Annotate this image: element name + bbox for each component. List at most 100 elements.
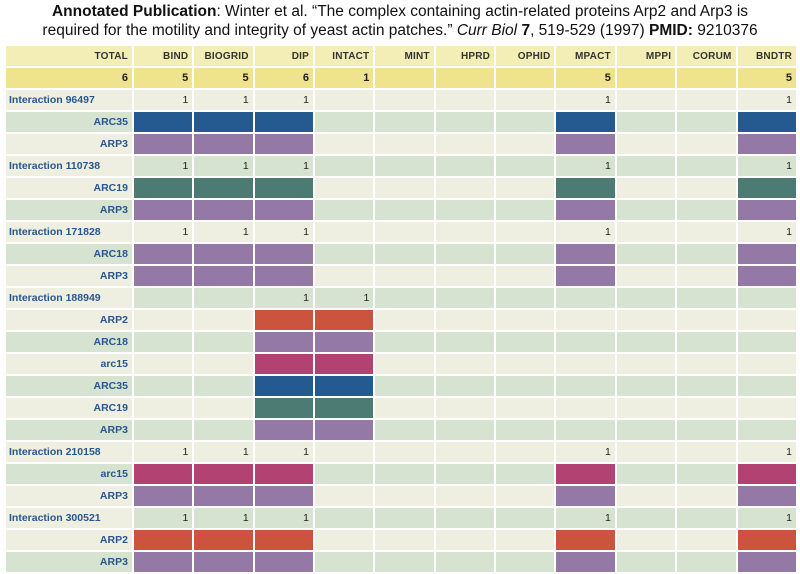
protein-link[interactable]: ARC35 <box>6 112 132 132</box>
evidence-bar-bind[interactable] <box>133 112 193 132</box>
evidence-bar-bind[interactable] <box>133 530 193 550</box>
protein-link[interactable]: arc15 <box>6 464 132 484</box>
evidence-bar-bind[interactable] <box>133 464 193 484</box>
evidence-bar-bndtr[interactable] <box>737 112 796 132</box>
evidence-bar-bndtr[interactable] <box>737 266 796 286</box>
interaction-link[interactable]: Interaction 210158 <box>6 442 132 462</box>
evidence-bar-dip[interactable] <box>254 464 314 484</box>
protein-row: ARP3 <box>6 200 796 220</box>
evidence-bar-bndtr[interactable] <box>737 134 796 154</box>
evidence-bar-bndtr[interactable] <box>737 552 796 572</box>
column-header-bind[interactable]: BIND <box>133 46 193 66</box>
protein-link[interactable]: arc15 <box>6 354 132 374</box>
column-header-biogrid[interactable]: BIOGRID <box>194 46 253 66</box>
evidence-bar-mpact[interactable] <box>556 244 615 264</box>
column-header-mpact[interactable]: MPACT <box>556 46 615 66</box>
protein-link[interactable]: ARC18 <box>6 244 132 264</box>
evidence-bar-dip[interactable] <box>254 552 314 572</box>
protein-link[interactable]: ARC19 <box>6 178 132 198</box>
evidence-bar-bind[interactable] <box>133 134 193 154</box>
protein-row: ARP2 <box>6 310 796 330</box>
column-header-mint[interactable]: MINT <box>375 46 434 66</box>
evidence-bar-mpact[interactable] <box>556 134 615 154</box>
evidence-bar-dip[interactable] <box>254 530 314 550</box>
evidence-bar-intact[interactable] <box>315 398 374 418</box>
evidence-bar-mpact[interactable] <box>556 178 615 198</box>
evidence-bar-mpact[interactable] <box>556 200 615 220</box>
interaction-link[interactable]: Interaction 188949 <box>6 288 132 308</box>
evidence-bar-dip[interactable] <box>254 420 314 440</box>
evidence-bar-biogrid[interactable] <box>194 200 253 220</box>
evidence-bar-mpact[interactable] <box>556 266 615 286</box>
evidence-bar-mpact[interactable] <box>556 552 615 572</box>
evidence-bar-biogrid[interactable] <box>194 244 253 264</box>
interaction-link[interactable]: Interaction 96497 <box>6 90 132 110</box>
evidence-bar-mpact[interactable] <box>556 530 615 550</box>
evidence-bar-mpact[interactable] <box>556 486 615 506</box>
evidence-bar-mpact[interactable] <box>556 112 615 132</box>
evidence-bar-bndtr[interactable] <box>737 244 796 264</box>
interaction-link[interactable]: Interaction 171828 <box>6 222 132 242</box>
evidence-bar-biogrid[interactable] <box>194 464 253 484</box>
evidence-bar-bind[interactable] <box>133 200 193 220</box>
protein-link[interactable]: ARP2 <box>6 530 132 550</box>
evidence-bar-dip[interactable] <box>254 398 314 418</box>
column-header-corum[interactable]: CORUM <box>677 46 736 66</box>
evidence-bar-bndtr[interactable] <box>737 200 796 220</box>
evidence-bar-bind[interactable] <box>133 244 193 264</box>
protein-link[interactable]: ARP3 <box>6 266 132 286</box>
evidence-bar-dip[interactable] <box>254 134 314 154</box>
evidence-bar-biogrid[interactable] <box>194 486 253 506</box>
evidence-bar-intact[interactable] <box>315 310 374 330</box>
protein-link[interactable]: ARC18 <box>6 332 132 352</box>
evidence-bar-biogrid[interactable] <box>194 134 253 154</box>
evidence-bar-intact[interactable] <box>315 376 374 396</box>
evidence-bar-dip[interactable] <box>254 266 314 286</box>
evidence-bar-dip[interactable] <box>254 486 314 506</box>
evidence-bar-biogrid[interactable] <box>194 112 253 132</box>
evidence-bar-dip[interactable] <box>254 178 314 198</box>
evidence-bar-bndtr[interactable] <box>737 486 796 506</box>
evidence-bar-intact[interactable] <box>315 354 374 374</box>
column-header-ophid[interactable]: OPHID <box>496 46 555 66</box>
evidence-bar-dip[interactable] <box>254 200 314 220</box>
protein-link[interactable]: ARP3 <box>6 552 132 572</box>
protein-link[interactable]: ARP3 <box>6 134 132 154</box>
protein-link[interactable]: ARP2 <box>6 310 132 330</box>
evidence-bar-biogrid[interactable] <box>194 178 253 198</box>
evidence-bar-intact[interactable] <box>315 332 374 352</box>
evidence-bar-dip[interactable] <box>254 310 314 330</box>
evidence-bar-bind[interactable] <box>133 552 193 572</box>
interaction-count-corum <box>677 508 736 528</box>
evidence-bar-biogrid[interactable] <box>194 266 253 286</box>
evidence-bar-dip[interactable] <box>254 332 314 352</box>
column-header-hprd[interactable]: HPRD <box>435 46 495 66</box>
evidence-bar-bndtr[interactable] <box>737 530 796 550</box>
evidence-bar-bind[interactable] <box>133 486 193 506</box>
column-header-dip[interactable]: DIP <box>254 46 314 66</box>
interaction-link[interactable]: Interaction 300521 <box>6 508 132 528</box>
evidence-bar-intact[interactable] <box>315 420 374 440</box>
protein-link[interactable]: ARP3 <box>6 420 132 440</box>
interaction-link[interactable]: Interaction 110738 <box>6 156 132 176</box>
evidence-bar-biogrid[interactable] <box>194 530 253 550</box>
column-header-intact[interactable]: INTACT <box>315 46 374 66</box>
protein-link[interactable]: ARP3 <box>6 486 132 506</box>
column-header-bndtr[interactable]: BNDTR <box>737 46 796 66</box>
column-header-mppi[interactable]: MPPI <box>616 46 676 66</box>
evidence-bar-biogrid[interactable] <box>194 552 253 572</box>
evidence-bar-bndtr[interactable] <box>737 464 796 484</box>
evidence-bar-dip[interactable] <box>254 376 314 396</box>
evidence-bar-dip[interactable] <box>254 112 314 132</box>
evidence-bar-bndtr[interactable] <box>737 178 796 198</box>
column-header-total[interactable]: TOTAL <box>6 46 132 66</box>
protein-link[interactable]: ARP3 <box>6 200 132 220</box>
evidence-bar-bind[interactable] <box>133 266 193 286</box>
evidence-bar-mpact[interactable] <box>556 464 615 484</box>
protein-link[interactable]: ARC35 <box>6 376 132 396</box>
evidence-bar-bind[interactable] <box>133 178 193 198</box>
protein-link[interactable]: ARC19 <box>6 398 132 418</box>
evidence-bar-dip[interactable] <box>254 354 314 374</box>
interaction-count-bind: 1 <box>133 222 193 242</box>
evidence-bar-dip[interactable] <box>254 244 314 264</box>
